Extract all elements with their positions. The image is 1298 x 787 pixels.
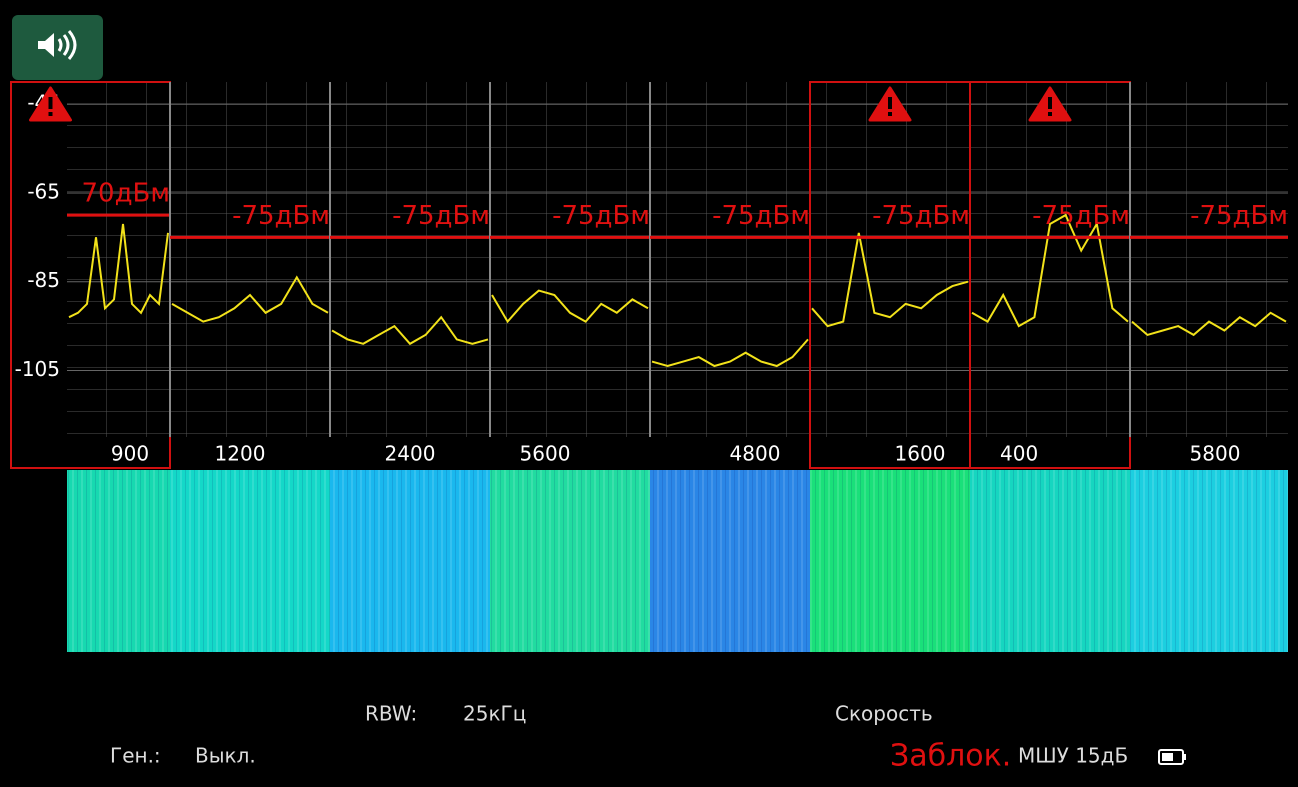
speed-label: Скорость	[835, 702, 933, 726]
segment-label: 1600	[895, 442, 946, 466]
y-tick-label: -105	[15, 357, 60, 381]
threshold-label: -75дБм	[712, 201, 810, 231]
spectrum-trace	[491, 289, 649, 324]
y-tick-label: -85	[27, 268, 60, 292]
segment-label: 900	[111, 442, 149, 466]
segment-label: 5600	[520, 442, 571, 466]
rbw-value: 25кГц	[463, 702, 526, 726]
waterfall-texture	[170, 470, 330, 652]
waterfall-texture	[490, 470, 650, 652]
alarm-icon-mark	[48, 97, 53, 109]
segment-label: 4800	[730, 442, 781, 466]
spectrum-trace	[68, 223, 169, 319]
waterfall-texture	[67, 470, 170, 652]
segment-label: 1200	[215, 442, 266, 466]
battery-icon	[1158, 749, 1186, 765]
sound-button[interactable]	[12, 15, 103, 80]
spectrum-trace	[171, 275, 329, 323]
lock-status: Заблок.	[890, 739, 1011, 774]
threshold-label: -75дБм	[1032, 201, 1130, 231]
segment-label: 400	[1000, 442, 1038, 466]
threshold-label: 70дБм	[81, 179, 170, 209]
alarm-icon-mark	[1048, 97, 1052, 109]
threshold-label: -75дБм	[552, 201, 650, 231]
alarm-icon-dot	[48, 112, 53, 116]
alarm-icon-mark	[888, 97, 892, 109]
waterfall-texture	[650, 470, 810, 652]
spectrum-trace	[331, 315, 489, 346]
threshold-label: -75дБм	[1190, 201, 1288, 231]
lna-status: МШУ 15дБ	[1018, 744, 1128, 768]
threshold-label: -75дБм	[232, 201, 330, 231]
threshold-label: -75дБм	[392, 201, 490, 231]
gen-label: Ген.:	[110, 744, 161, 768]
alarm-icon-dot	[1048, 112, 1052, 116]
spectrum-trace	[971, 213, 1129, 328]
spectrum-trace	[811, 232, 969, 328]
rbw-label: RBW:	[365, 702, 417, 726]
waterfall-texture	[1130, 470, 1288, 652]
threshold-label: -75дБм	[872, 201, 970, 231]
waterfall-texture	[970, 470, 1130, 652]
gen-value: Выкл.	[195, 744, 256, 768]
spectrum-trace	[1131, 311, 1287, 337]
spectrum-trace	[651, 338, 809, 368]
segment-label: 5800	[1190, 442, 1241, 466]
fine-grid	[67, 82, 1288, 437]
alarm-icon-dot	[888, 112, 892, 116]
waterfall-texture	[330, 470, 490, 652]
segment-label: 2400	[385, 442, 436, 466]
waterfall-texture	[810, 470, 970, 652]
y-tick-label: -65	[27, 179, 60, 203]
